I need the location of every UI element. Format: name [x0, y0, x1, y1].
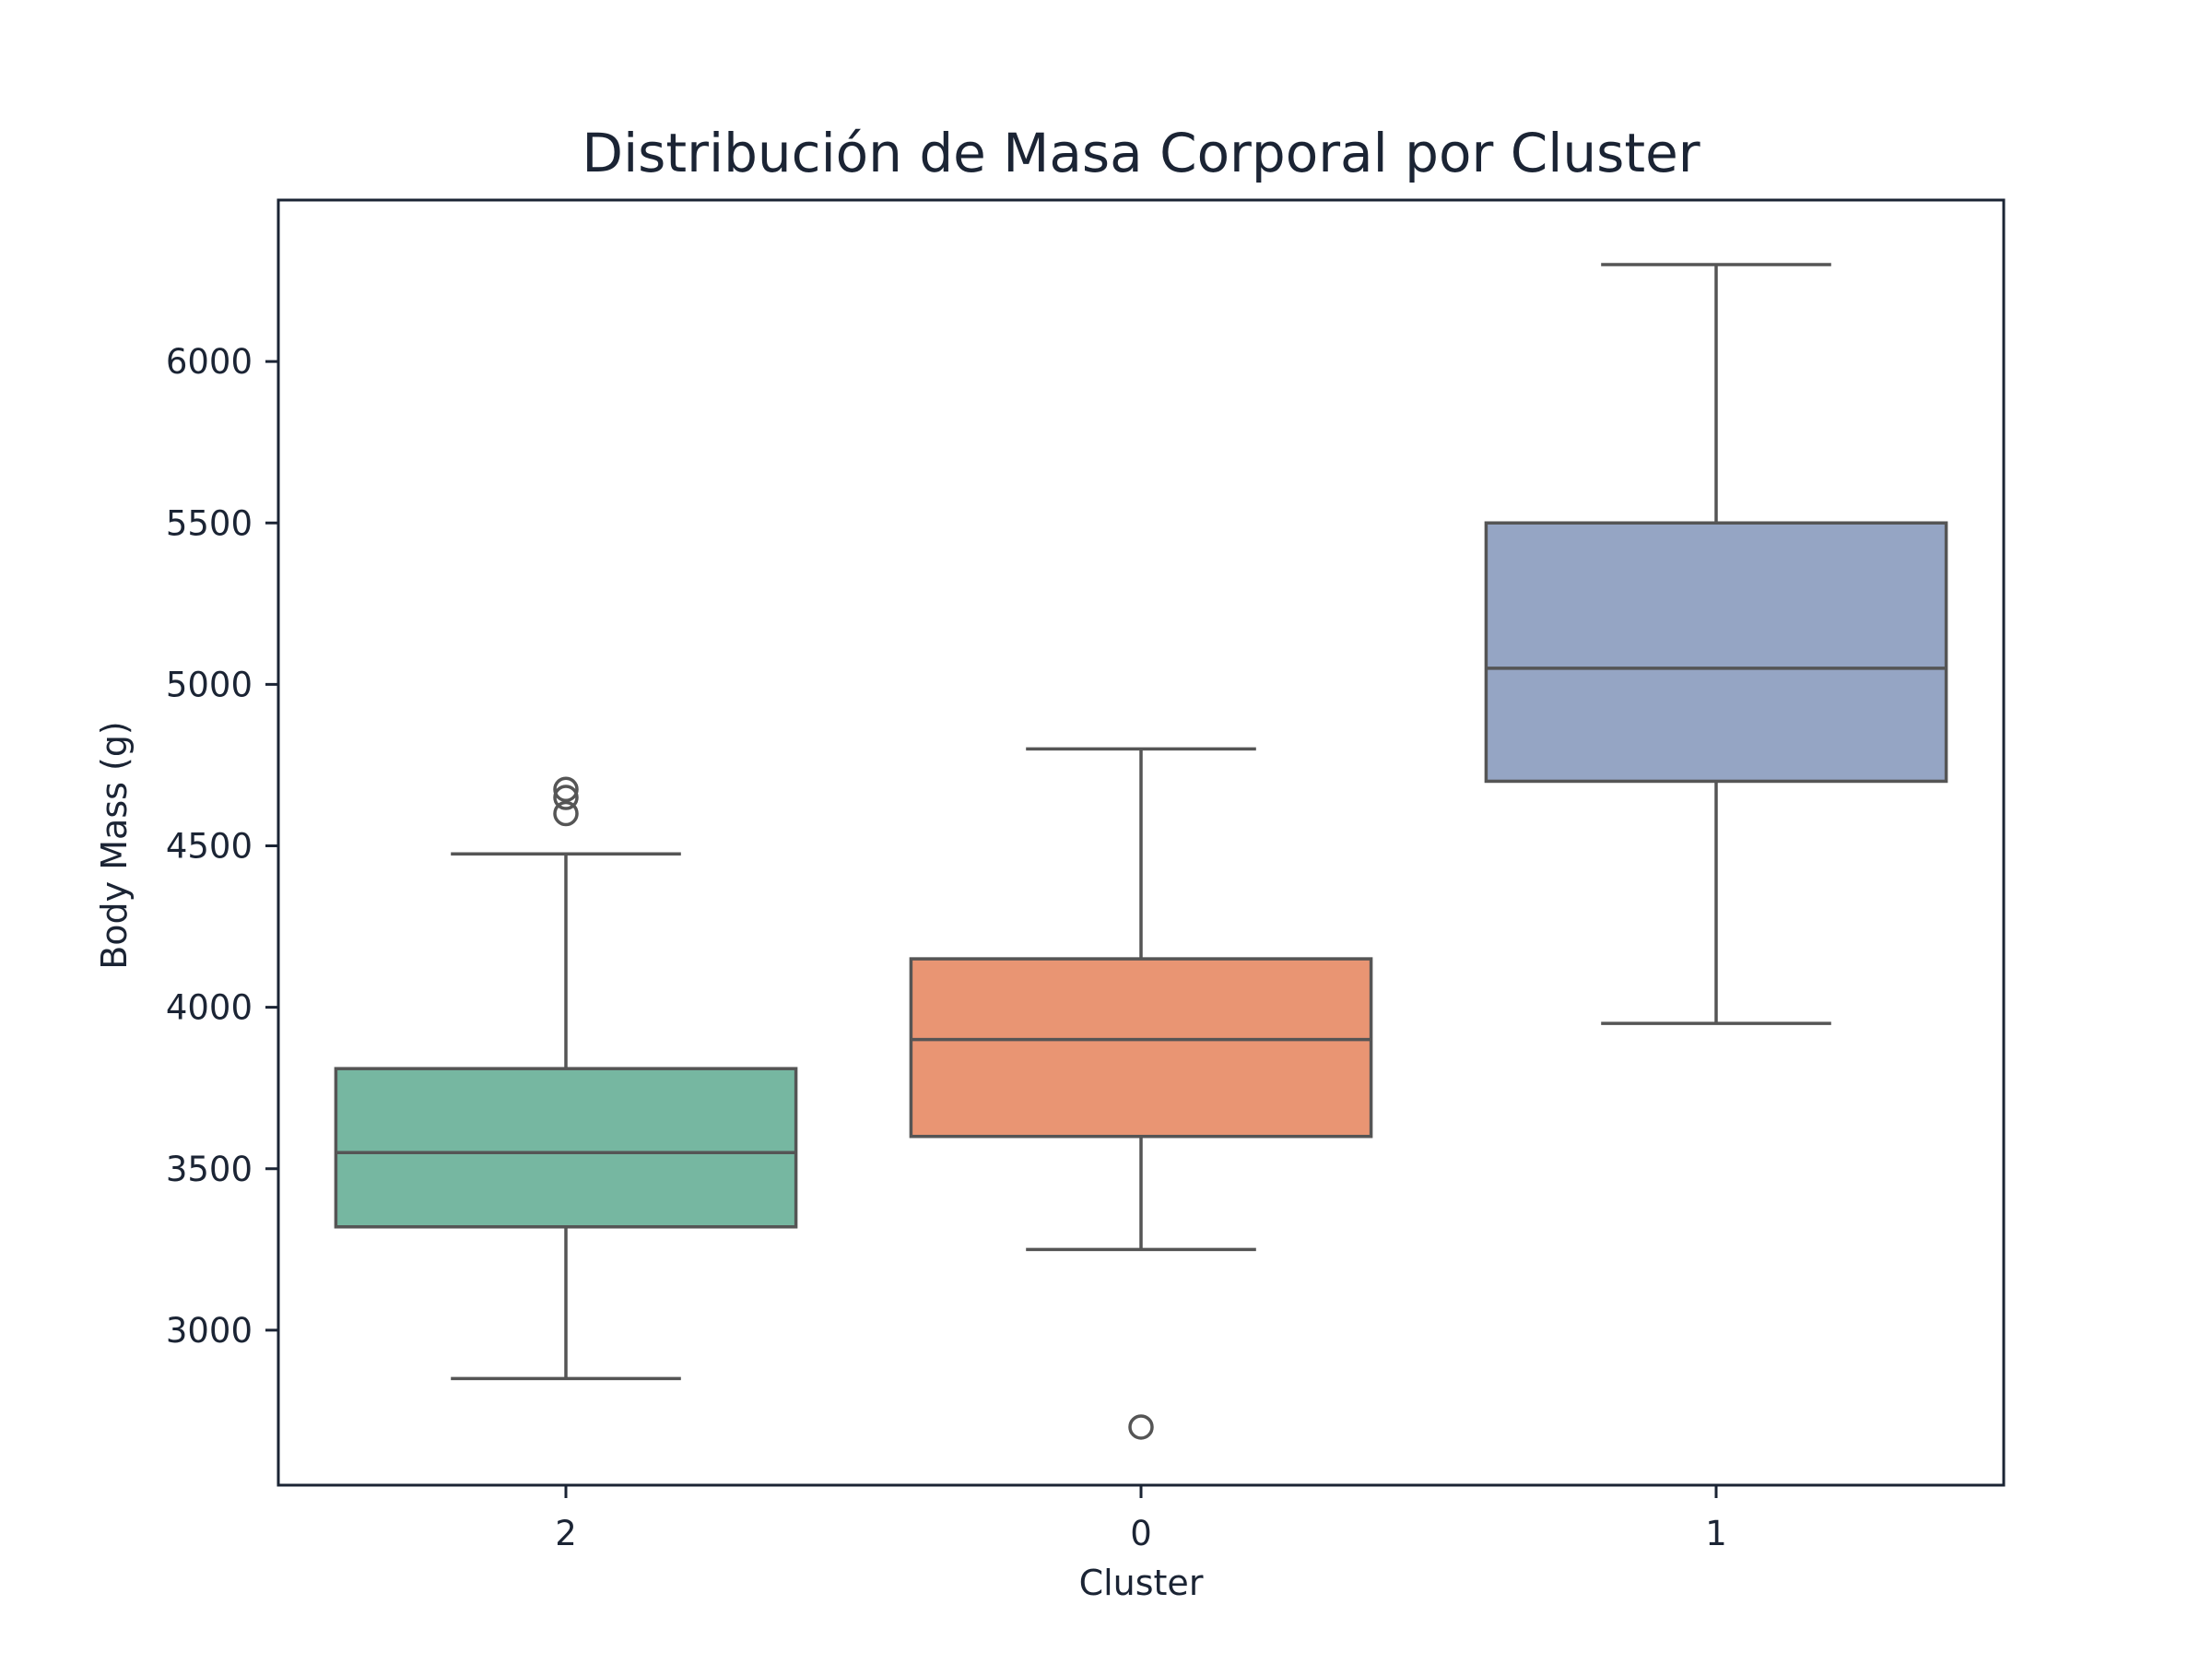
plot-area: 3000 3500 4000 4500 5000 5500 6000 2 0 1	[166, 263, 1948, 1553]
outlier-point	[553, 785, 579, 810]
x-tick-label: 0	[1130, 1514, 1152, 1553]
x-axis-label: Cluster	[1079, 1563, 1204, 1603]
outlier-point	[1128, 1414, 1154, 1440]
x-tick-label: 2	[555, 1514, 577, 1553]
y-tick-label: 4000	[166, 988, 253, 1028]
y-tick-label: 6000	[166, 342, 253, 382]
y-tick-label: 5000	[166, 665, 253, 704]
y-tick-label: 5500	[166, 503, 253, 543]
box-cluster-1	[1484, 521, 1948, 784]
outlier-point	[553, 776, 579, 802]
chart-title: Distribución de Masa Corporal por Cluste…	[582, 122, 1700, 184]
box-cluster-2	[334, 1067, 798, 1229]
box-cluster-0	[909, 957, 1373, 1139]
y-axis-label: Body Mass (g)	[94, 721, 135, 970]
plot-frame	[276, 198, 2006, 1487]
y-tick-label: 3500	[166, 1150, 253, 1189]
y-tick-label: 3000	[166, 1311, 253, 1351]
y-tick-label: 4500	[166, 827, 253, 867]
x-tick-label: 1	[1705, 1514, 1727, 1553]
outlier-point	[553, 800, 579, 827]
